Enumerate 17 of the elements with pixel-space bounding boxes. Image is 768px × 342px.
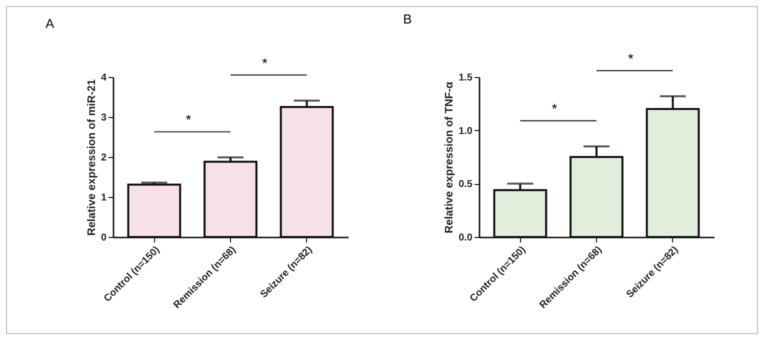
y-tick-label: 4 [100,72,107,84]
y-axis-title: Relative expression of TNF-α [444,81,456,234]
chart-title: B [403,11,412,26]
y-tick-label: 1.5 [458,72,473,84]
y-tick-label: 1.0 [458,126,473,137]
annotation: * [552,100,558,117]
text: * [262,54,268,71]
y-tick-label: 3 [100,112,107,124]
y-tick-label: 0.5 [458,179,473,190]
y-tick-label: 2 [100,152,107,164]
y-tick-label: 0.0 [458,232,473,244]
y-axis-title: Relative expression of miR-21 [86,79,98,236]
y-tick-label: 1 [100,192,107,204]
y-tick-label: 0 [100,232,107,244]
annotation: * [186,112,192,128]
text: * [628,50,634,66]
chart-title: A [45,16,54,31]
